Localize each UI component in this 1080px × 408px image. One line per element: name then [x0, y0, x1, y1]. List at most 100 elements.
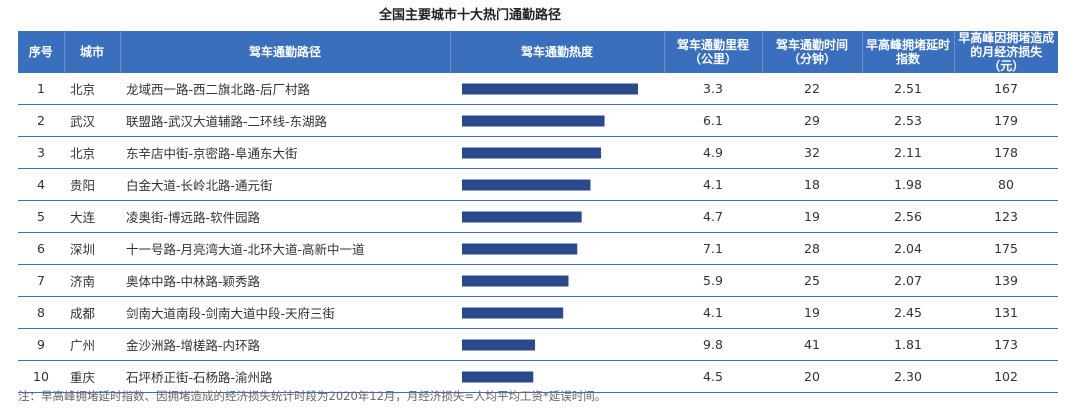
cell-city: 广州 — [64, 328, 120, 361]
header-congestion: 早高峰拥堵延时指数 — [862, 31, 955, 73]
cell-loss: 123 — [954, 200, 1058, 233]
table-row: 4 贵阳 白金大道-长岭北路-通元街 4.1 18 1.98 80 — [18, 168, 1058, 201]
cell-route: 白金大道-长岭北路-通元街 — [120, 168, 450, 201]
heat-bar-svg — [462, 339, 536, 350]
cell-rank: 3 — [18, 136, 64, 169]
table-body: 1 北京 龙域西一路-西二旗北路-后厂村路 3.3 22 2.51 167 2 武汉 联盟路-武汉… — [18, 73, 1058, 393]
cell-distance: 4.5 — [664, 360, 762, 393]
cell-loss: 178 — [954, 136, 1058, 169]
cell-rank: 8 — [18, 296, 64, 329]
cell-time: 28 — [762, 232, 862, 265]
cell-route: 金沙洲路-增槎路-内环路 — [120, 328, 450, 361]
cell-route: 东辛店中街-京密路-阜通东大街 — [120, 136, 450, 169]
heat-bar — [462, 371, 534, 382]
cell-time: 25 — [762, 264, 862, 297]
heat-bar-svg — [462, 83, 638, 94]
heat-bar-cell — [450, 328, 664, 361]
cell-route: 剑南大道南段-剑南大道中段-天府三街 — [120, 296, 450, 329]
cell-time: 18 — [762, 168, 862, 201]
heat-bar — [462, 83, 638, 94]
cell-time: 32 — [762, 136, 862, 169]
heat-bar — [462, 275, 569, 286]
cell-time: 19 — [762, 200, 862, 233]
heat-bar — [462, 211, 582, 222]
cell-loss: 102 — [954, 360, 1058, 393]
table-row: 1 北京 龙域西一路-西二旗北路-后厂村路 3.3 22 2.51 167 — [18, 73, 1058, 105]
heat-bar-cell — [450, 232, 664, 265]
heat-bar-svg — [462, 179, 591, 190]
table-row: 8 成都 剑南大道南段-剑南大道中段-天府三街 4.1 19 2.45 131 — [18, 296, 1058, 329]
heat-bar-cell — [450, 360, 664, 393]
cell-rank: 2 — [18, 104, 64, 137]
cell-rank: 9 — [18, 328, 64, 361]
heat-bar-cell — [450, 200, 664, 233]
cell-city: 深圳 — [64, 232, 120, 265]
heat-bar — [462, 339, 536, 350]
table-row: 7 济南 奥体中路-中林路-颖秀路 5.9 25 2.07 139 — [18, 264, 1058, 297]
table-row: 5 大连 凌奥街-博远路-软件园路 4.7 19 2.56 123 — [18, 200, 1058, 233]
table-row: 6 深圳 十一号路-月亮湾大道-北环大道-高新中一道 7.1 28 2.04 175 — [18, 232, 1058, 265]
cell-distance: 6.1 — [664, 104, 762, 137]
heat-bar-cell — [450, 168, 664, 201]
cell-route: 奥体中路-中林路-颖秀路 — [120, 264, 450, 297]
table-row: 2 武汉 联盟路-武汉大道辅路-二环线-东湖路 6.1 29 2.53 179 — [18, 104, 1058, 137]
cell-time: 20 — [762, 360, 862, 393]
heat-bar-svg — [462, 115, 605, 126]
cell-distance: 3.3 — [664, 73, 762, 105]
header-row: 序号 城市 驾车通勤路径 驾车通勤热度 驾车通勤里程（公里） 驾车通勤时间（分钟… — [18, 31, 1058, 73]
heat-bar-svg — [462, 275, 569, 286]
cell-rank: 4 — [18, 168, 64, 201]
cell-congestion: 2.56 — [862, 200, 954, 233]
cell-city: 成都 — [64, 296, 120, 329]
header-heat: 驾车通勤热度 — [450, 31, 665, 73]
commute-table: 序号 城市 驾车通勤路径 驾车通勤热度 驾车通勤里程（公里） 驾车通勤时间（分钟… — [18, 31, 1058, 393]
cell-loss: 131 — [954, 296, 1058, 329]
heat-bar-svg — [462, 243, 578, 254]
header-time: 驾车通勤时间（分钟） — [762, 31, 863, 73]
cell-city: 北京 — [64, 73, 120, 105]
cell-route: 石坪桥正街-石杨路-渝州路 — [120, 360, 450, 393]
header-route: 驾车通勤路径 — [120, 31, 451, 73]
cell-rank: 1 — [18, 73, 64, 105]
cell-congestion: 2.07 — [862, 264, 954, 297]
cell-route: 十一号路-月亮湾大道-北环大道-高新中一道 — [120, 232, 450, 265]
heat-bar-svg — [462, 211, 582, 222]
cell-loss: 173 — [954, 328, 1058, 361]
cell-time: 22 — [762, 73, 862, 105]
table-row: 3 北京 东辛店中街-京密路-阜通东大街 4.9 32 2.11 178 — [18, 136, 1058, 169]
cell-distance: 4.1 — [664, 296, 762, 329]
heat-bar-svg — [462, 307, 564, 318]
cell-distance: 7.1 — [664, 232, 762, 265]
footnote: 注：早高峰拥堵延时指数、因拥堵造成的经济损失统计时段为2020年12月，月经济损… — [18, 389, 607, 403]
cell-city: 武汉 — [64, 104, 120, 137]
chart-title: 全国主要城市十大热门通勤路径 — [378, 8, 561, 23]
cell-city: 北京 — [64, 136, 120, 169]
heat-bar — [462, 115, 605, 126]
cell-distance: 4.1 — [664, 168, 762, 201]
cell-time: 19 — [762, 296, 862, 329]
header-distance: 驾车通勤里程（公里） — [664, 31, 763, 73]
cell-route: 联盟路-武汉大道辅路-二环线-东湖路 — [120, 104, 450, 137]
heat-bar-svg — [462, 371, 534, 382]
cell-city: 济南 — [64, 264, 120, 297]
heat-bar — [462, 307, 564, 318]
heat-bar-cell — [450, 104, 664, 137]
cell-congestion: 1.81 — [862, 328, 954, 361]
heat-bar — [462, 179, 591, 190]
heat-bar — [462, 147, 602, 158]
cell-distance: 4.9 — [664, 136, 762, 169]
cell-distance: 5.9 — [664, 264, 762, 297]
cell-loss: 139 — [954, 264, 1058, 297]
heat-bar-cell — [450, 73, 664, 105]
cell-city: 重庆 — [64, 360, 120, 393]
cell-rank: 7 — [18, 264, 64, 297]
cell-congestion: 2.53 — [862, 104, 954, 137]
heat-bar-cell — [450, 296, 664, 329]
cell-rank: 6 — [18, 232, 64, 265]
cell-city: 贵阳 — [64, 168, 120, 201]
header-city: 城市 — [64, 31, 121, 73]
cell-loss: 179 — [954, 104, 1058, 137]
cell-time: 29 — [762, 104, 862, 137]
cell-distance: 4.7 — [664, 200, 762, 233]
cell-time: 41 — [762, 328, 862, 361]
